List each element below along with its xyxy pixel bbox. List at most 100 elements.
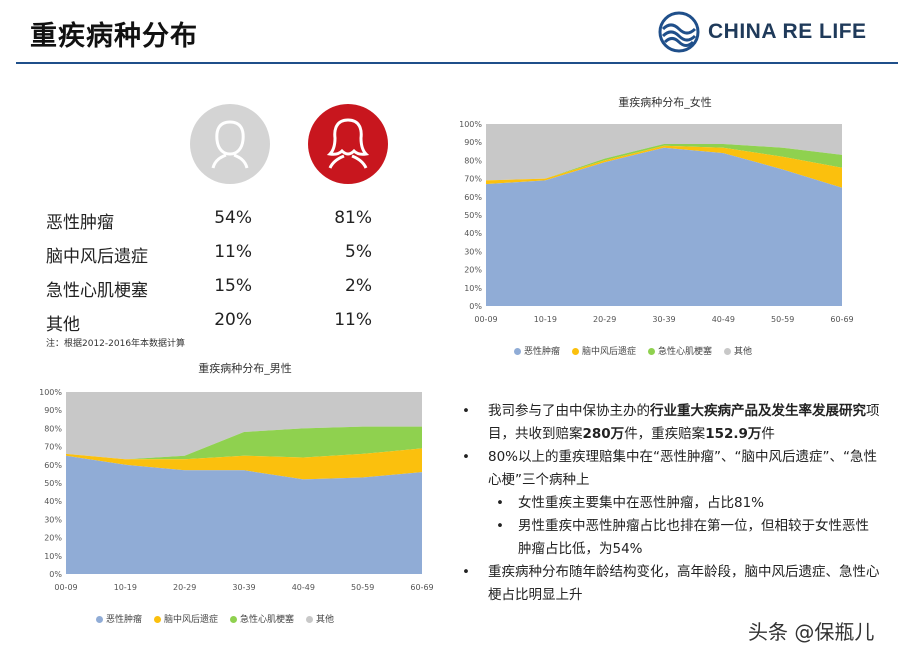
stat-row-malignant: 恶性肿瘤 54% 81% bbox=[46, 208, 386, 238]
y-tick-label: 90% bbox=[44, 406, 62, 415]
stat-male-value: 20% bbox=[214, 310, 252, 330]
legend-label: 急性心肌梗塞 bbox=[240, 615, 295, 625]
area-series-1 bbox=[486, 147, 842, 306]
stat-female-value: 5% bbox=[345, 242, 372, 262]
bullet-text: 件 bbox=[761, 426, 775, 442]
x-tick-label: 00-09 bbox=[54, 583, 77, 592]
bullet-text: 女性重疾主要集中在恶性肿瘤，占比81% bbox=[518, 495, 765, 511]
y-tick-label: 80% bbox=[464, 156, 482, 165]
header-divider bbox=[16, 62, 898, 64]
x-tick-label: 20-29 bbox=[593, 315, 616, 324]
bullet-text: 我司参与了由中保协主办的 bbox=[488, 403, 650, 419]
y-tick-label: 20% bbox=[464, 266, 482, 275]
sub-bullet-item: • 女性重疾主要集中在恶性肿瘤，占比81% bbox=[462, 492, 882, 515]
male-area-chart: 0% 10% 20% 30% 40% 50% 60% 70% 80% 90% 100% 00-09 10… bbox=[39, 388, 434, 592]
area-series-3 bbox=[66, 426, 422, 460]
brand-logo: CHINA RE LIFE bbox=[658, 10, 867, 54]
legend-item: 急性心肌梗塞 bbox=[230, 612, 294, 625]
x-tick-label: 00-09 bbox=[474, 315, 497, 324]
legend-label: 脑中风后遗症 bbox=[582, 347, 637, 357]
x-tick-label: 40-49 bbox=[712, 315, 735, 324]
stat-label: 脑中风后遗症 bbox=[46, 247, 148, 267]
legend-swatch-green bbox=[648, 348, 656, 355]
x-tick-label: 20-29 bbox=[173, 583, 196, 592]
china-re-logo-icon bbox=[658, 11, 700, 53]
bullet-text: 男性重疾中恶性肿瘤占比也排在第一位，但相较于女性恶性肿瘤占比低，为54% bbox=[518, 518, 869, 557]
sub-bullet-item: • 男性重疾中恶性肿瘤占比也排在第一位，但相较于女性恶性肿瘤占比低，为54% bbox=[462, 515, 882, 561]
male-chart-legend: 恶性肿瘤 脑中风后遗症 急性心肌梗塞 其他 bbox=[96, 612, 334, 625]
bullet-item: • 重疾病种分布随年龄结构变化，高年龄段，脑中风后遗症、急性心梗占比明显上升 bbox=[462, 561, 882, 607]
legend-item: 脑中风后遗症 bbox=[154, 612, 218, 625]
area-series-1 bbox=[66, 455, 422, 574]
legend-item: 其他 bbox=[306, 612, 334, 625]
area-series-4 bbox=[486, 124, 842, 181]
area-series-4 bbox=[66, 392, 422, 460]
female-chart-title: 重疾病种分布_女性 bbox=[618, 96, 712, 109]
x-tick-label: 30-39 bbox=[232, 583, 255, 592]
legend-swatch-yellow bbox=[154, 616, 162, 623]
bullet-dot: • bbox=[462, 564, 470, 580]
y-tick-label: 50% bbox=[44, 479, 62, 488]
bullet-text-bold: 行业重大疾病产品及发生率发展研究 bbox=[650, 403, 866, 419]
bullet-dot: • bbox=[462, 449, 470, 465]
legend-swatch-blue bbox=[514, 348, 521, 355]
x-tick-label: 30-39 bbox=[652, 315, 675, 324]
bullet-item: • 80%以上的重疾理赔集中在“恶性肿瘤”、“脑中风后遗症”、“急性心梗”三个病种… bbox=[462, 446, 882, 492]
x-tick-label: 10-19 bbox=[534, 315, 557, 324]
y-tick-label: 50% bbox=[464, 211, 482, 220]
brand-name: CHINA RE LIFE bbox=[708, 20, 867, 43]
y-tick-label: 0% bbox=[469, 302, 482, 311]
legend-item: 脑中风后遗症 bbox=[572, 344, 636, 357]
bullet-dot: • bbox=[496, 495, 504, 511]
female-area-chart: 0% 10% 20% 30% 40% 50% 60% 70% 80% 90% 100% 00-09 10… bbox=[459, 120, 854, 324]
y-tick-label: 100% bbox=[459, 120, 482, 129]
y-tick-label: 60% bbox=[464, 193, 482, 202]
legend-swatch-yellow bbox=[572, 348, 580, 355]
bullet-text: 80%以上的重疾理赔集中在“恶性肿瘤”、“脑中风后遗症”、“急性心梗”三个病种上 bbox=[488, 449, 877, 488]
y-tick-label: 20% bbox=[44, 534, 62, 543]
page-title: 重疾病种分布 bbox=[30, 21, 198, 52]
bullet-dot: • bbox=[496, 518, 504, 534]
x-tick-label: 50-59 bbox=[771, 315, 794, 324]
y-tick-label: 40% bbox=[44, 497, 62, 506]
data-source-note: 注：根据2012-2016年本数据计算 bbox=[46, 339, 186, 349]
y-tick-label: 60% bbox=[44, 461, 62, 470]
bullet-text-bold: 280万 bbox=[582, 426, 625, 442]
legend-label: 脑中风后遗症 bbox=[164, 615, 219, 625]
legend-label: 其他 bbox=[316, 615, 335, 625]
y-tick-label: 100% bbox=[39, 388, 62, 397]
y-tick-label: 90% bbox=[464, 138, 482, 147]
female-chart-legend: 恶性肿瘤 脑中风后遗症 急性心肌梗塞 其他 bbox=[514, 344, 752, 357]
stat-male-value: 11% bbox=[214, 242, 252, 262]
y-tick-label: 70% bbox=[44, 443, 62, 452]
bullet-text: 项目，共收到赔案 bbox=[488, 403, 880, 442]
bullet-text: 重疾病种分布随年龄结构变化，高年龄段，脑中风后遗症、急性心梗占比明显上升 bbox=[488, 564, 880, 603]
stat-row-other: 其他 20% 11% bbox=[46, 310, 386, 340]
legend-swatch-green bbox=[230, 616, 238, 623]
stat-label: 恶性肿瘤 bbox=[46, 213, 114, 233]
legend-swatch-gray bbox=[306, 616, 314, 623]
stat-female-value: 2% bbox=[345, 276, 372, 296]
male-avatar-icon bbox=[190, 104, 270, 184]
stat-label: 其他 bbox=[46, 315, 80, 335]
y-tick-label: 0% bbox=[49, 570, 62, 579]
bullet-dot: • bbox=[462, 403, 470, 419]
stat-female-value: 81% bbox=[334, 208, 372, 228]
legend-item: 急性心肌梗塞 bbox=[648, 344, 712, 357]
bullet-item: • 我司参与了由中保协主办的行业重大疾病产品及发生率发展研究项目，共收到赔案280… bbox=[462, 400, 882, 446]
y-tick-label: 30% bbox=[464, 247, 482, 256]
y-tick-label: 80% bbox=[44, 424, 62, 433]
area-series-2 bbox=[486, 145, 842, 188]
legend-item: 其他 bbox=[724, 344, 752, 357]
stat-female-value: 11% bbox=[334, 310, 372, 330]
watermark: 头条 @保瓶儿 bbox=[748, 620, 875, 644]
female-avatar-icon bbox=[308, 104, 388, 184]
y-tick-label: 10% bbox=[464, 284, 482, 293]
legend-swatch-blue bbox=[96, 616, 103, 623]
area-series-2 bbox=[66, 448, 422, 480]
male-chart-title: 重疾病种分布_男性 bbox=[198, 362, 292, 375]
bullet-text-bold: 152.9万 bbox=[705, 426, 762, 442]
legend-label: 恶性肿瘤 bbox=[106, 615, 143, 625]
key-findings: • 我司参与了由中保协主办的行业重大疾病产品及发生率发展研究项目，共收到赔案280… bbox=[462, 400, 882, 607]
stat-male-value: 54% bbox=[214, 208, 252, 228]
